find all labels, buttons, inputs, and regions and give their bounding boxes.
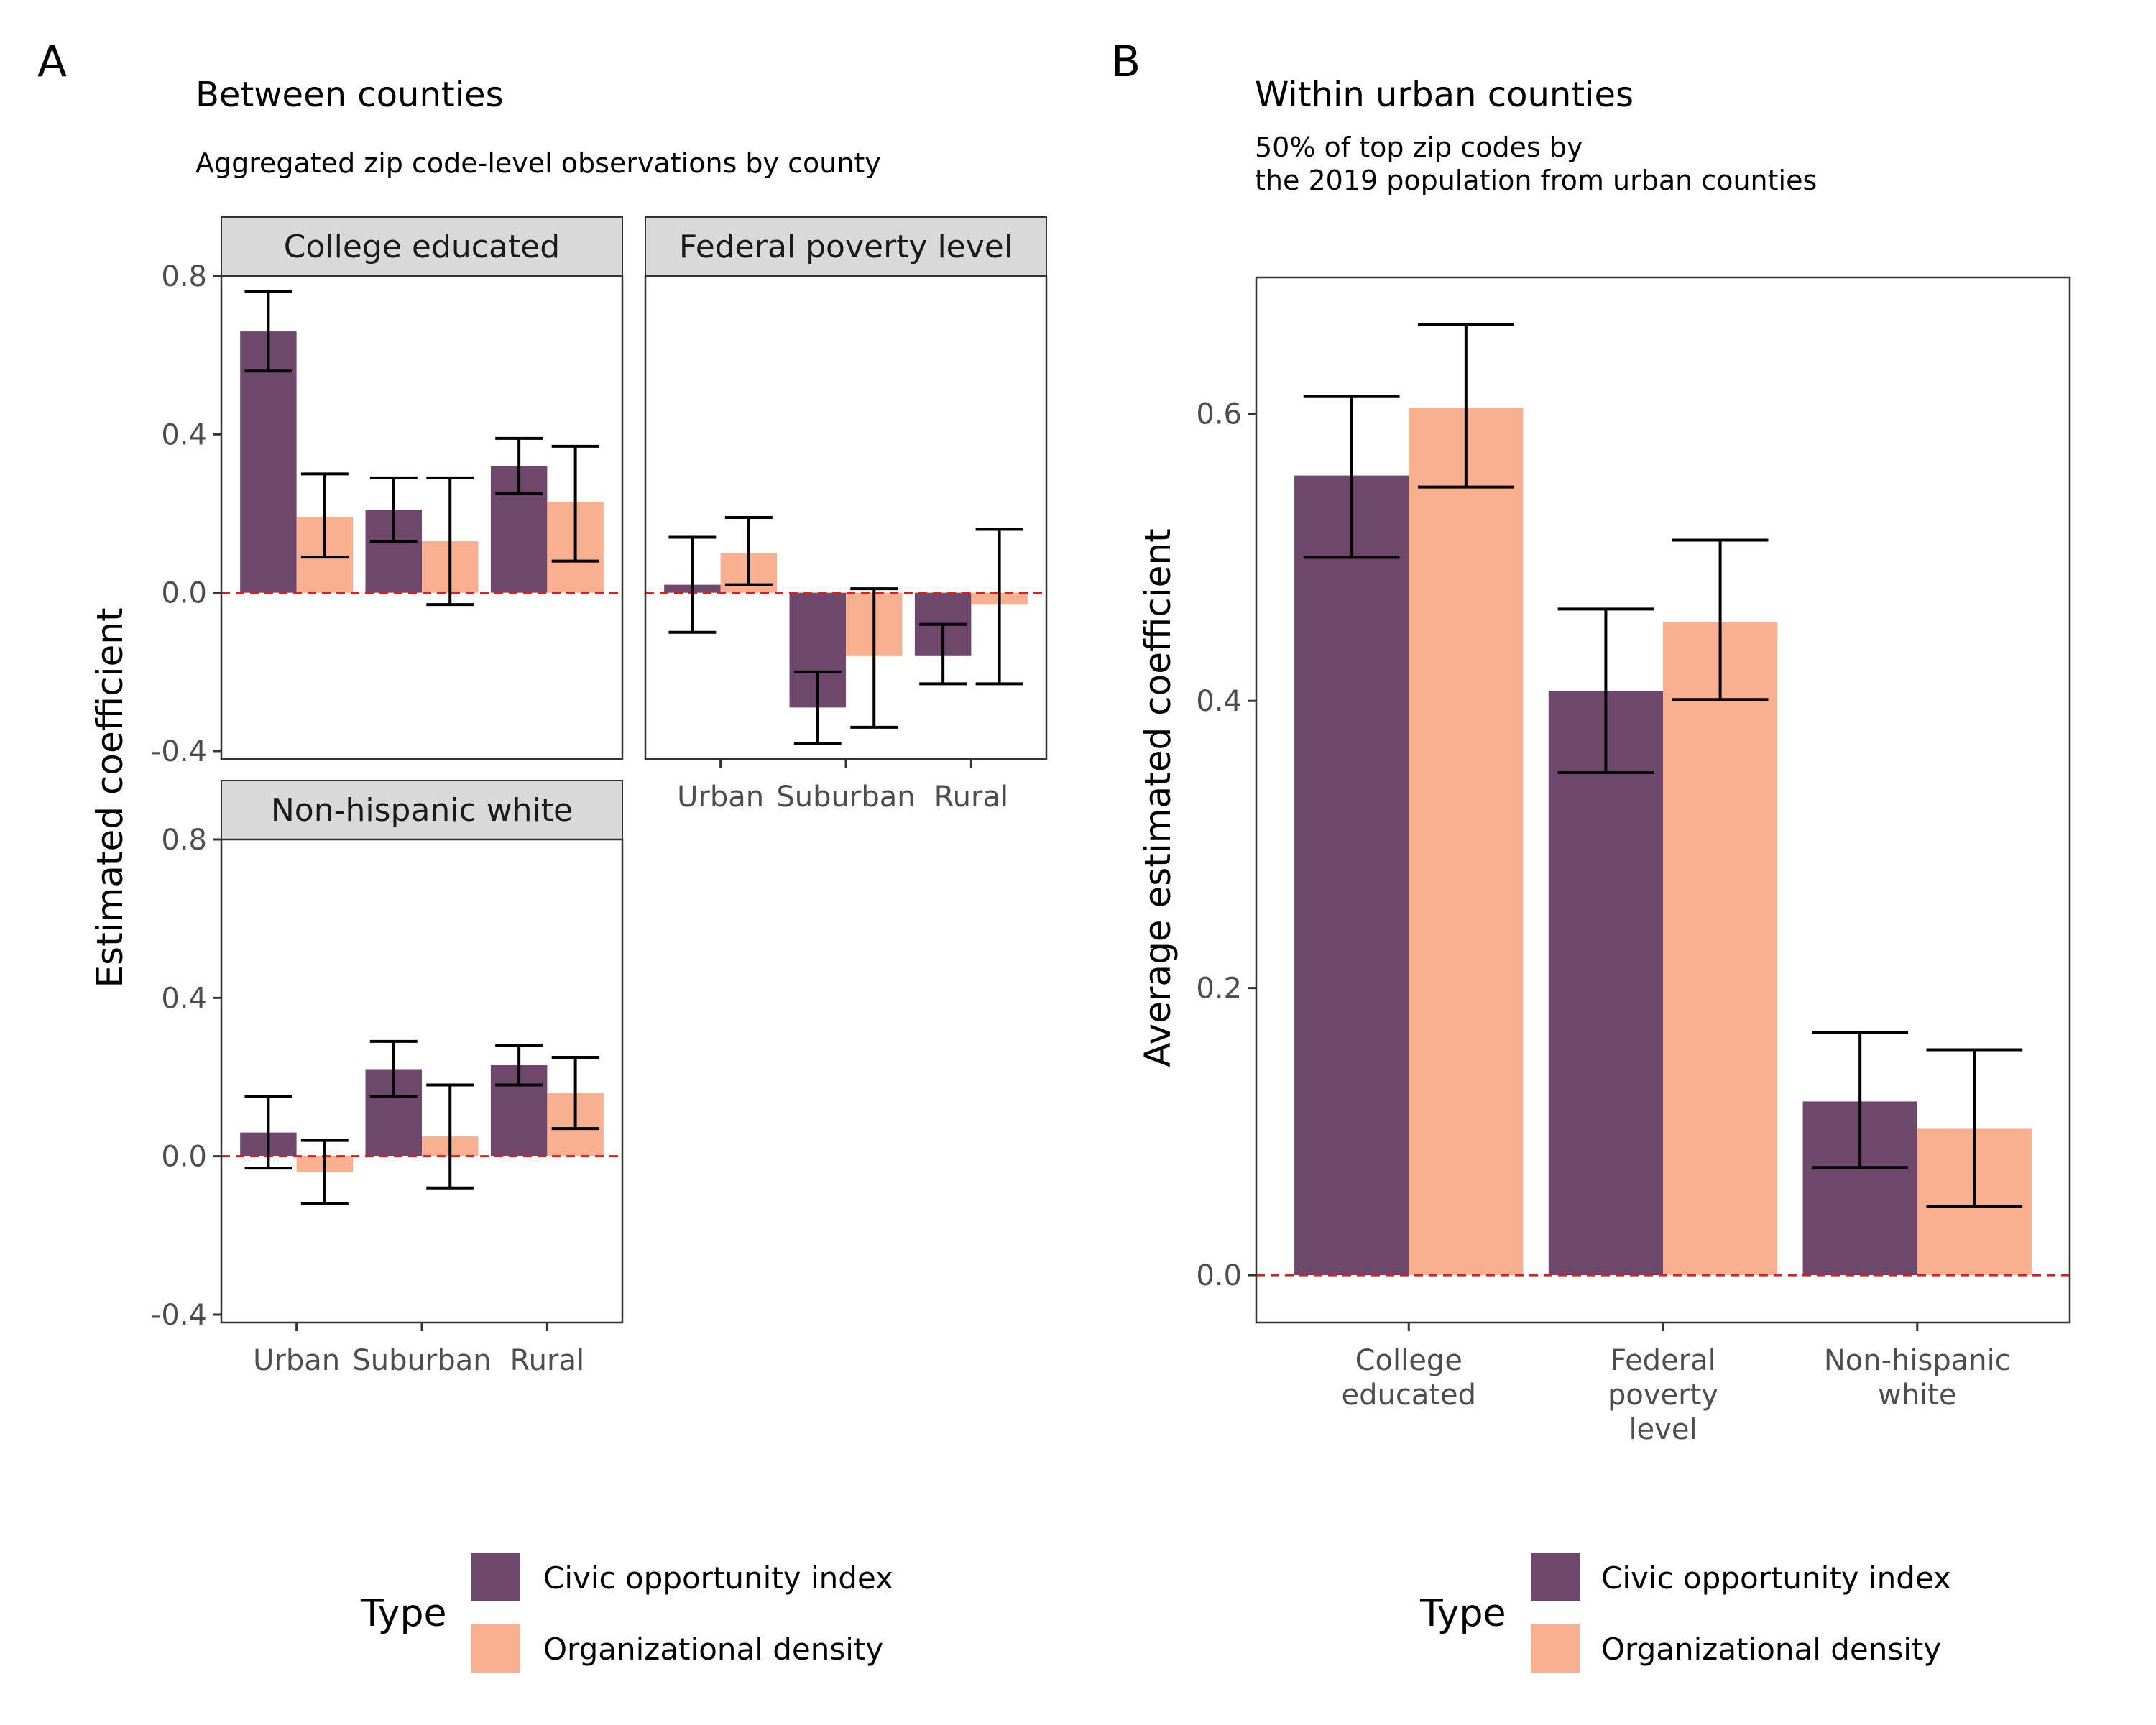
panel-border — [644, 275, 1048, 760]
panel-a-subtitle: Aggregated zip code-level observations b… — [195, 147, 881, 179]
error-bar-org — [724, 516, 773, 586]
y-tick-label: 0.8 — [161, 824, 207, 857]
x-tick-label: College — [1355, 1344, 1462, 1377]
y-tick-label: 0.0 — [161, 577, 207, 610]
error-bar-org — [300, 472, 349, 559]
bar-civic — [240, 331, 297, 593]
legend-swatch-civic — [1531, 1552, 1580, 1601]
bar-civic — [1294, 475, 1409, 1276]
error-bar-org — [551, 444, 599, 563]
error-bar-civic — [244, 290, 292, 373]
error-bar-org — [1672, 538, 1769, 702]
legend-label-civic: Civic opportunity index — [543, 1560, 893, 1596]
panel-border — [220, 275, 624, 760]
panel-a-y-axis-title: Estimated coefficient — [89, 607, 131, 988]
x-tick-label: Rural — [510, 1344, 584, 1377]
panel-b-subtitle-line-1: 50% of top zip codes by — [1255, 132, 1583, 163]
x-tick-label: poverty — [1608, 1379, 1718, 1412]
y-tick-label: -0.4 — [151, 1299, 207, 1332]
error-bar-org — [1417, 323, 1514, 489]
panel-a-tag: A — [37, 37, 67, 87]
panel-b-subtitle-line-2: the 2019 population from urban counties — [1255, 165, 1817, 196]
panel-a-title: Between counties — [195, 75, 504, 115]
error-bar-civic — [793, 670, 842, 745]
error-bar-org — [1926, 1048, 2023, 1208]
facet-federal-poverty-level: Federal poverty level Urban Suburban Rural — [644, 216, 1048, 814]
error-bar-civic — [369, 1039, 418, 1099]
error-bar-civic — [495, 436, 543, 495]
x-tick-label: Non-hispanic — [1824, 1344, 2011, 1377]
x-tick-label: Federal — [1610, 1344, 1716, 1377]
panel-a-legend: Type Civic opportunity index Organizatio… — [360, 1552, 893, 1673]
error-bar-civic — [1557, 607, 1654, 775]
error-bar-org — [426, 476, 474, 607]
x-tick-label: level — [1628, 1413, 1697, 1446]
plot-area: College educated -0.4 0.0 0.4 0.8 Federal pov… — [151, 216, 2071, 1446]
legend-label-org: Organizational density — [543, 1632, 883, 1667]
y-tick-label: 0.4 — [161, 418, 207, 451]
x-tick-label: Suburban — [352, 1344, 491, 1377]
error-bar-org — [850, 587, 898, 729]
y-tick-label: 0.4 — [161, 982, 207, 1015]
error-bar-org — [426, 1083, 474, 1190]
facet-strip-label: College educated — [284, 229, 560, 265]
legend-swatch-org — [471, 1624, 520, 1673]
x-tick-label: educated — [1341, 1379, 1476, 1412]
error-bar-civic — [1812, 1031, 1909, 1169]
panel-b-legend-title: Type — [1419, 1592, 1506, 1635]
x-tick-label: Suburban — [776, 781, 915, 814]
panel-b-title: Within urban counties — [1255, 75, 1634, 115]
bar-org — [1409, 408, 1524, 1276]
facet-strip — [221, 216, 623, 277]
facet-college-educated: College educated -0.4 0.0 0.4 0.8 — [151, 216, 624, 768]
x-tick-label: Urban — [677, 781, 764, 814]
y-tick-label: 0.2 — [1196, 972, 1242, 1006]
facet-non-hispanic-white: Non-hispanic white -0.4 0.0 0.4 0.8 Urban Subu… — [151, 780, 624, 1377]
x-tick-label: Rural — [934, 781, 1008, 814]
error-bar-civic — [668, 535, 717, 634]
y-tick-label: -0.4 — [151, 735, 207, 768]
legend-swatch-civic — [471, 1552, 520, 1601]
y-tick-label: 0.0 — [161, 1141, 207, 1174]
x-tick-label: white — [1878, 1379, 1956, 1412]
legend-label-org: Organizational density — [1601, 1632, 1941, 1667]
y-tick-label: 0.8 — [161, 260, 207, 293]
y-tick-label: 0.6 — [1196, 398, 1242, 431]
bar-civic — [1548, 691, 1663, 1276]
facet-strip-label: Non-hispanic white — [271, 792, 573, 829]
panel-b-y-axis-title: Average estimated coefficient — [1137, 528, 1179, 1067]
panel-border — [220, 838, 624, 1324]
panel-b-tag: B — [1111, 37, 1141, 87]
error-bar-civic — [495, 1044, 543, 1087]
legend-label-civic: Civic opportunity index — [1601, 1560, 1951, 1596]
facet-strip — [221, 780, 623, 840]
x-tick-label: Urban — [253, 1344, 340, 1377]
y-tick-label: 0.0 — [1196, 1259, 1242, 1292]
error-bar-civic — [919, 622, 967, 686]
facet-strip-label: Federal poverty level — [679, 229, 1013, 265]
panel-border — [1255, 276, 2071, 1324]
error-bar-civic — [369, 476, 418, 543]
bar-org — [1663, 622, 1778, 1276]
error-bar-civic — [1303, 395, 1400, 559]
panel-a-legend-title: Type — [360, 1592, 446, 1635]
legend-swatch-org — [1531, 1624, 1580, 1673]
error-bar-org — [300, 1138, 349, 1205]
error-bar-org — [975, 528, 1023, 686]
error-bar-civic — [244, 1095, 292, 1170]
y-tick-label: 0.4 — [1196, 685, 1242, 718]
error-bar-org — [551, 1055, 599, 1131]
panel-b-legend: Type Civic opportunity index Organizatio… — [1419, 1552, 1951, 1673]
